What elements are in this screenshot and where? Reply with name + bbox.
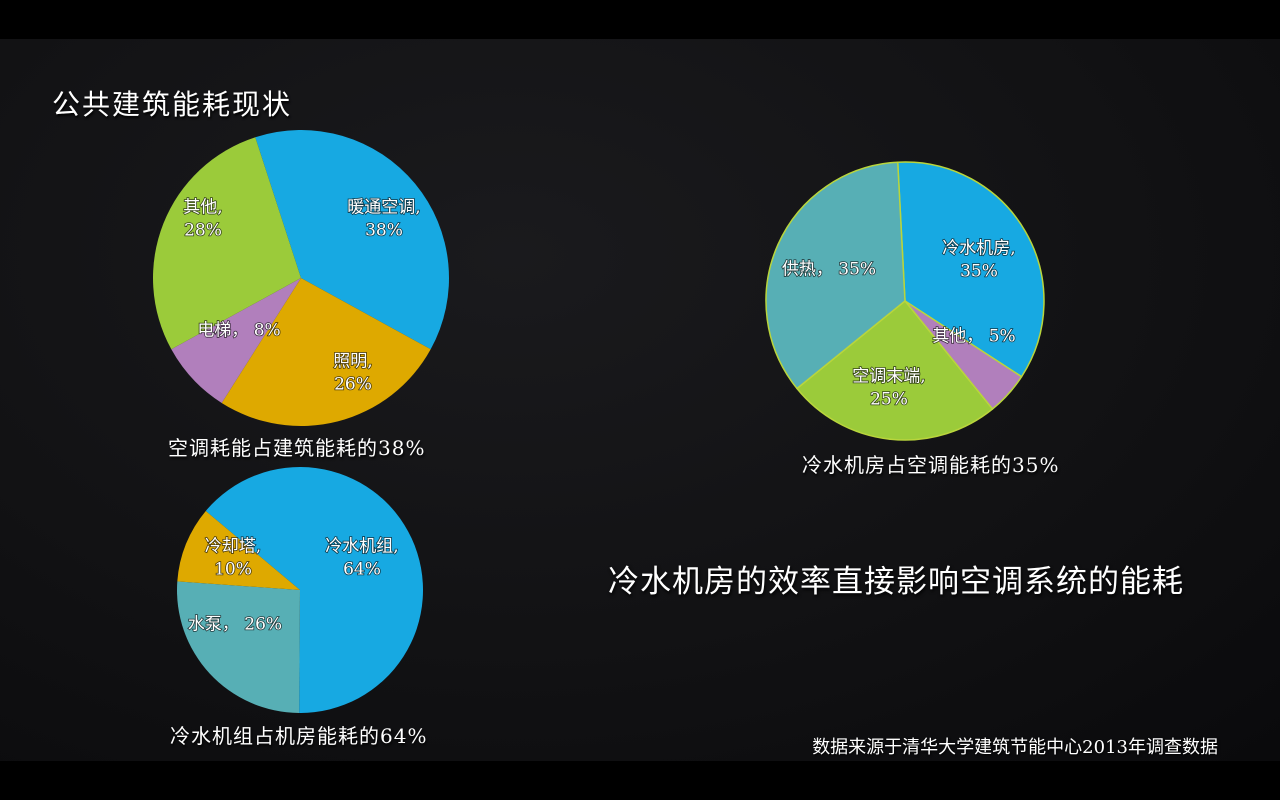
pie-slice-label-other: 其他, xyxy=(183,198,222,218)
pie-plant-energy: 冷水机组, 64% 水泵， 26% 冷却塔, 10% xyxy=(177,467,424,714)
pie-slice-label-lighting: 26% xyxy=(334,375,372,395)
slide-canvas: 公共建筑能耗现状 暖通空调, 38% 照明, 26% 电梯， 8% 其他, 28% 空调耗能… xyxy=(0,39,1280,761)
chart-caption-building: 空调耗能占建筑能耗的38% xyxy=(168,436,426,460)
pie-slice-heating xyxy=(765,161,906,390)
pie-slice-chiller-plant xyxy=(896,161,1045,378)
pie-slice-label-chiller-plant: 冷水机房, xyxy=(942,239,1015,259)
pie-slice-label-other: 28% xyxy=(184,221,222,241)
pie-chart-plant-energy: 冷水机组, 64% 水泵， 26% 冷却塔, 10% 冷水机组占机房能耗的64% xyxy=(170,467,426,748)
pie-slice-label-heating: 供热， 35% xyxy=(782,260,876,280)
pie-hvac-energy: 冷水机房, 35% 其他， 5% 空调末端, 25% 供热， 35% xyxy=(765,161,1045,441)
pie-slice-label-pump: 水泵， 26% xyxy=(188,615,282,635)
page-title: 公共建筑能耗现状 xyxy=(52,88,293,121)
pie-slice-ac-terminal xyxy=(796,300,994,441)
pie-slice-label-lighting: 照明, xyxy=(333,352,372,372)
pie-slice-label-ac-terminal: 25% xyxy=(870,390,908,410)
key-statement: 冷水机房的效率直接影响空调系统的能耗 xyxy=(608,564,1184,600)
pie-chart-hvac-energy: 冷水机房, 35% 其他， 5% 空调末端, 25% 供热， 35% 冷水机房占空调能耗的… xyxy=(765,161,1058,477)
pie-slice-hvac xyxy=(255,129,449,350)
pie-slice-label-elevator: 电梯， 8% xyxy=(197,321,280,341)
chart-caption-plant: 冷水机组占机房能耗的64% xyxy=(170,724,428,748)
pie-slice-label-hvac: 暖通空调, xyxy=(347,198,420,218)
letterbox-bottom xyxy=(0,761,1280,800)
chart-caption-hvac: 冷水机房占空调能耗的35% xyxy=(802,453,1060,477)
pie-slice-cooling-tower xyxy=(177,510,300,590)
pie-slice-label-chiller: 64% xyxy=(343,560,381,580)
letterbox-top xyxy=(0,0,1280,39)
pie-slice-lighting xyxy=(221,278,431,426)
pie-chart-building-energy: 暖通空调, 38% 照明, 26% 电梯， 8% 其他, 28% 空调耗能占建筑能耗的38% xyxy=(153,129,449,460)
pie-slice-elevator xyxy=(171,278,301,403)
pie-slice-pump xyxy=(177,581,300,713)
pie-slice-other xyxy=(153,137,301,350)
pie-slice-label-other: 其他， 5% xyxy=(932,327,1015,347)
pie-building-energy: 暖通空调, 38% 照明, 26% 电梯， 8% 其他, 28% xyxy=(153,129,449,426)
pie-slice-label-cooling-tower: 10% xyxy=(214,560,252,580)
pie-slice-label-chiller-plant: 35% xyxy=(960,262,998,282)
pie-slice-chiller xyxy=(205,467,424,714)
pie-slice-label-cooling-tower: 冷却塔, xyxy=(205,537,261,557)
data-source-note: 数据来源于清华大学建筑节能中心2013年调查数据 xyxy=(812,737,1218,758)
pie-slice-label-hvac: 38% xyxy=(365,221,403,241)
pie-slice-label-chiller: 冷水机组, xyxy=(325,537,398,557)
pie-slice-label-ac-terminal: 空调末端, xyxy=(852,367,925,387)
